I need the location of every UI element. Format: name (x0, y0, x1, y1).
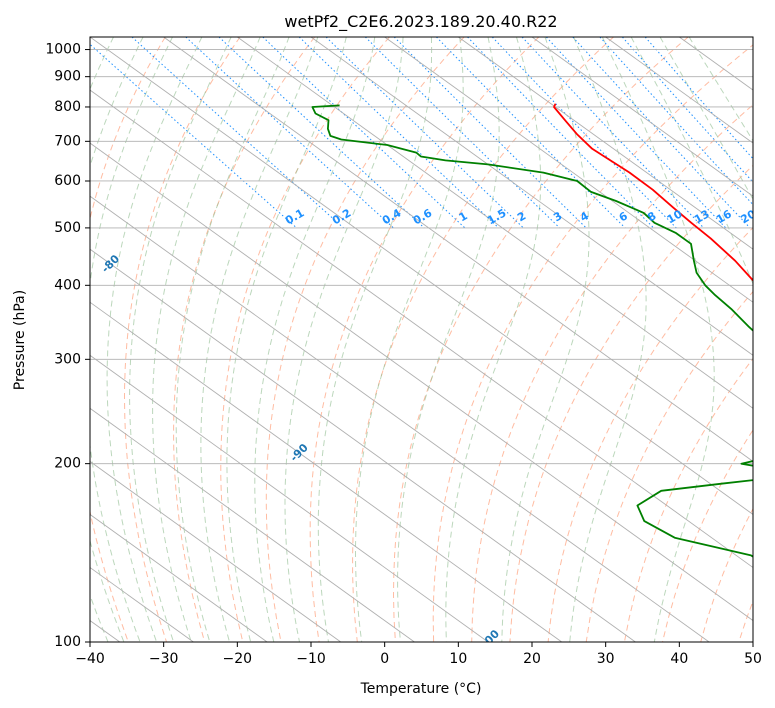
isotherms (90, 37, 753, 642)
moist-adiabat-line (397, 37, 500, 642)
x-tick-label: 20 (523, 651, 541, 667)
dry-adiabat-line (623, 357, 753, 642)
dry-adiabat-line (471, 104, 753, 642)
isotherm-line (90, 460, 342, 642)
dewpoint-profile (311, 104, 753, 558)
moist-adiabat-line (175, 37, 290, 642)
x-tick-label: 0 (380, 651, 389, 667)
chart-title: wetPf2_C2E6.2023.189.20.40.R22 (284, 12, 557, 32)
isotherm-line (90, 354, 489, 642)
mixing-ratio-line (521, 37, 705, 229)
isotherm-line (163, 37, 753, 462)
isotherm-line (531, 37, 753, 197)
moist-adiabat-line (445, 37, 542, 642)
plot-area: -100-90-80-70-60-50-40-30-20-10 0.10.20.… (90, 37, 758, 642)
isotherm-line (310, 37, 753, 356)
sounding-profiles (311, 103, 753, 558)
isotherm-line (237, 37, 753, 409)
y-axis-title: Pressure (hPa) (12, 290, 28, 390)
isotherm-line (90, 142, 753, 622)
dry-adiabat-line (265, 37, 465, 642)
y-tick-label: 800 (54, 99, 81, 115)
y-axis-ticks: 100 200 300 400 500 600 700 800 900 1000 (45, 42, 90, 650)
isotherm-line (384, 37, 753, 303)
mixing-ratio-line (364, 37, 560, 229)
x-tick-label: 40 (670, 651, 688, 667)
mixing-ratio-line (467, 37, 654, 229)
temperature-profile (553, 103, 753, 282)
y-tick-label: 400 (54, 277, 81, 293)
mixing-ratio-line (218, 37, 425, 229)
dry-adiabat-line (392, 37, 689, 642)
dry-adiabat-line (352, 37, 614, 642)
isotherm-line (90, 195, 710, 642)
isotherm-line (458, 37, 753, 250)
mixing-ratio-line (298, 37, 499, 229)
mixing-ratio-label: 20 (738, 207, 758, 226)
x-tick-label: −10 (296, 651, 326, 667)
x-tick-label: 50 (744, 651, 762, 667)
plot-frame (89, 36, 754, 643)
moist-adiabat-line (630, 37, 753, 286)
moist-adiabat-line (254, 37, 376, 642)
mixing-ratio-line (491, 37, 677, 229)
mixing-ratio-line (599, 37, 753, 206)
isotherm-line (90, 89, 753, 569)
mixing-ratio-line (90, 43, 297, 229)
mixing-ratio-line (572, 37, 751, 229)
moist-adiabat-line (601, 37, 715, 642)
isotherm-line (90, 407, 415, 642)
y-tick-label: 500 (54, 220, 81, 236)
y-tick-label: 700 (54, 133, 81, 149)
dry-adiabat-line (173, 37, 316, 642)
isotherm-line (90, 37, 753, 516)
dry-adiabat-line (309, 37, 540, 642)
isotherm-line (90, 513, 268, 642)
mixing-ratio-line (262, 37, 466, 229)
mixing-ratio-line (622, 37, 753, 183)
x-tick-label: −40 (75, 651, 105, 667)
mixing-ratio-line (545, 37, 727, 229)
y-tick-label: 100 (54, 634, 81, 650)
dry-adiabat-line (220, 37, 390, 642)
dry-adiabat-line (585, 290, 753, 642)
x-tick-label: 10 (449, 651, 467, 667)
x-tick-label: 30 (597, 651, 615, 667)
isotherm-line (605, 37, 753, 144)
y-tick-label: 1000 (45, 42, 81, 58)
moist-adiabats (90, 37, 753, 642)
x-axis-title: Temperature (°C) (360, 681, 482, 697)
dry-adiabat-line (509, 164, 753, 642)
x-tick-label: −20 (223, 651, 253, 667)
x-axis-ticks: −40 −30 −20 −10 0 10 20 30 40 50 (75, 642, 762, 667)
y-tick-label: 900 (54, 69, 81, 85)
isotherm-line (90, 301, 563, 642)
x-tick-label: −30 (149, 651, 179, 667)
moist-adiabat-line (284, 37, 404, 642)
moist-adiabat-line (226, 37, 347, 642)
mixing-ratio-line (436, 37, 626, 229)
moist-adiabat-line (152, 37, 261, 642)
y-tick-label: 300 (54, 351, 81, 367)
y-tick-label: 200 (54, 456, 81, 472)
isotherm-line (90, 248, 636, 642)
moist-adiabat-line (200, 37, 319, 642)
y-tick-label: 600 (54, 173, 81, 189)
moist-adiabat-line (317, 37, 433, 642)
moist-adiabat-line (355, 37, 464, 642)
moist-adiabat-line (501, 37, 590, 642)
pressure-gridlines (90, 49, 753, 642)
dry-adiabat-line (123, 37, 241, 642)
